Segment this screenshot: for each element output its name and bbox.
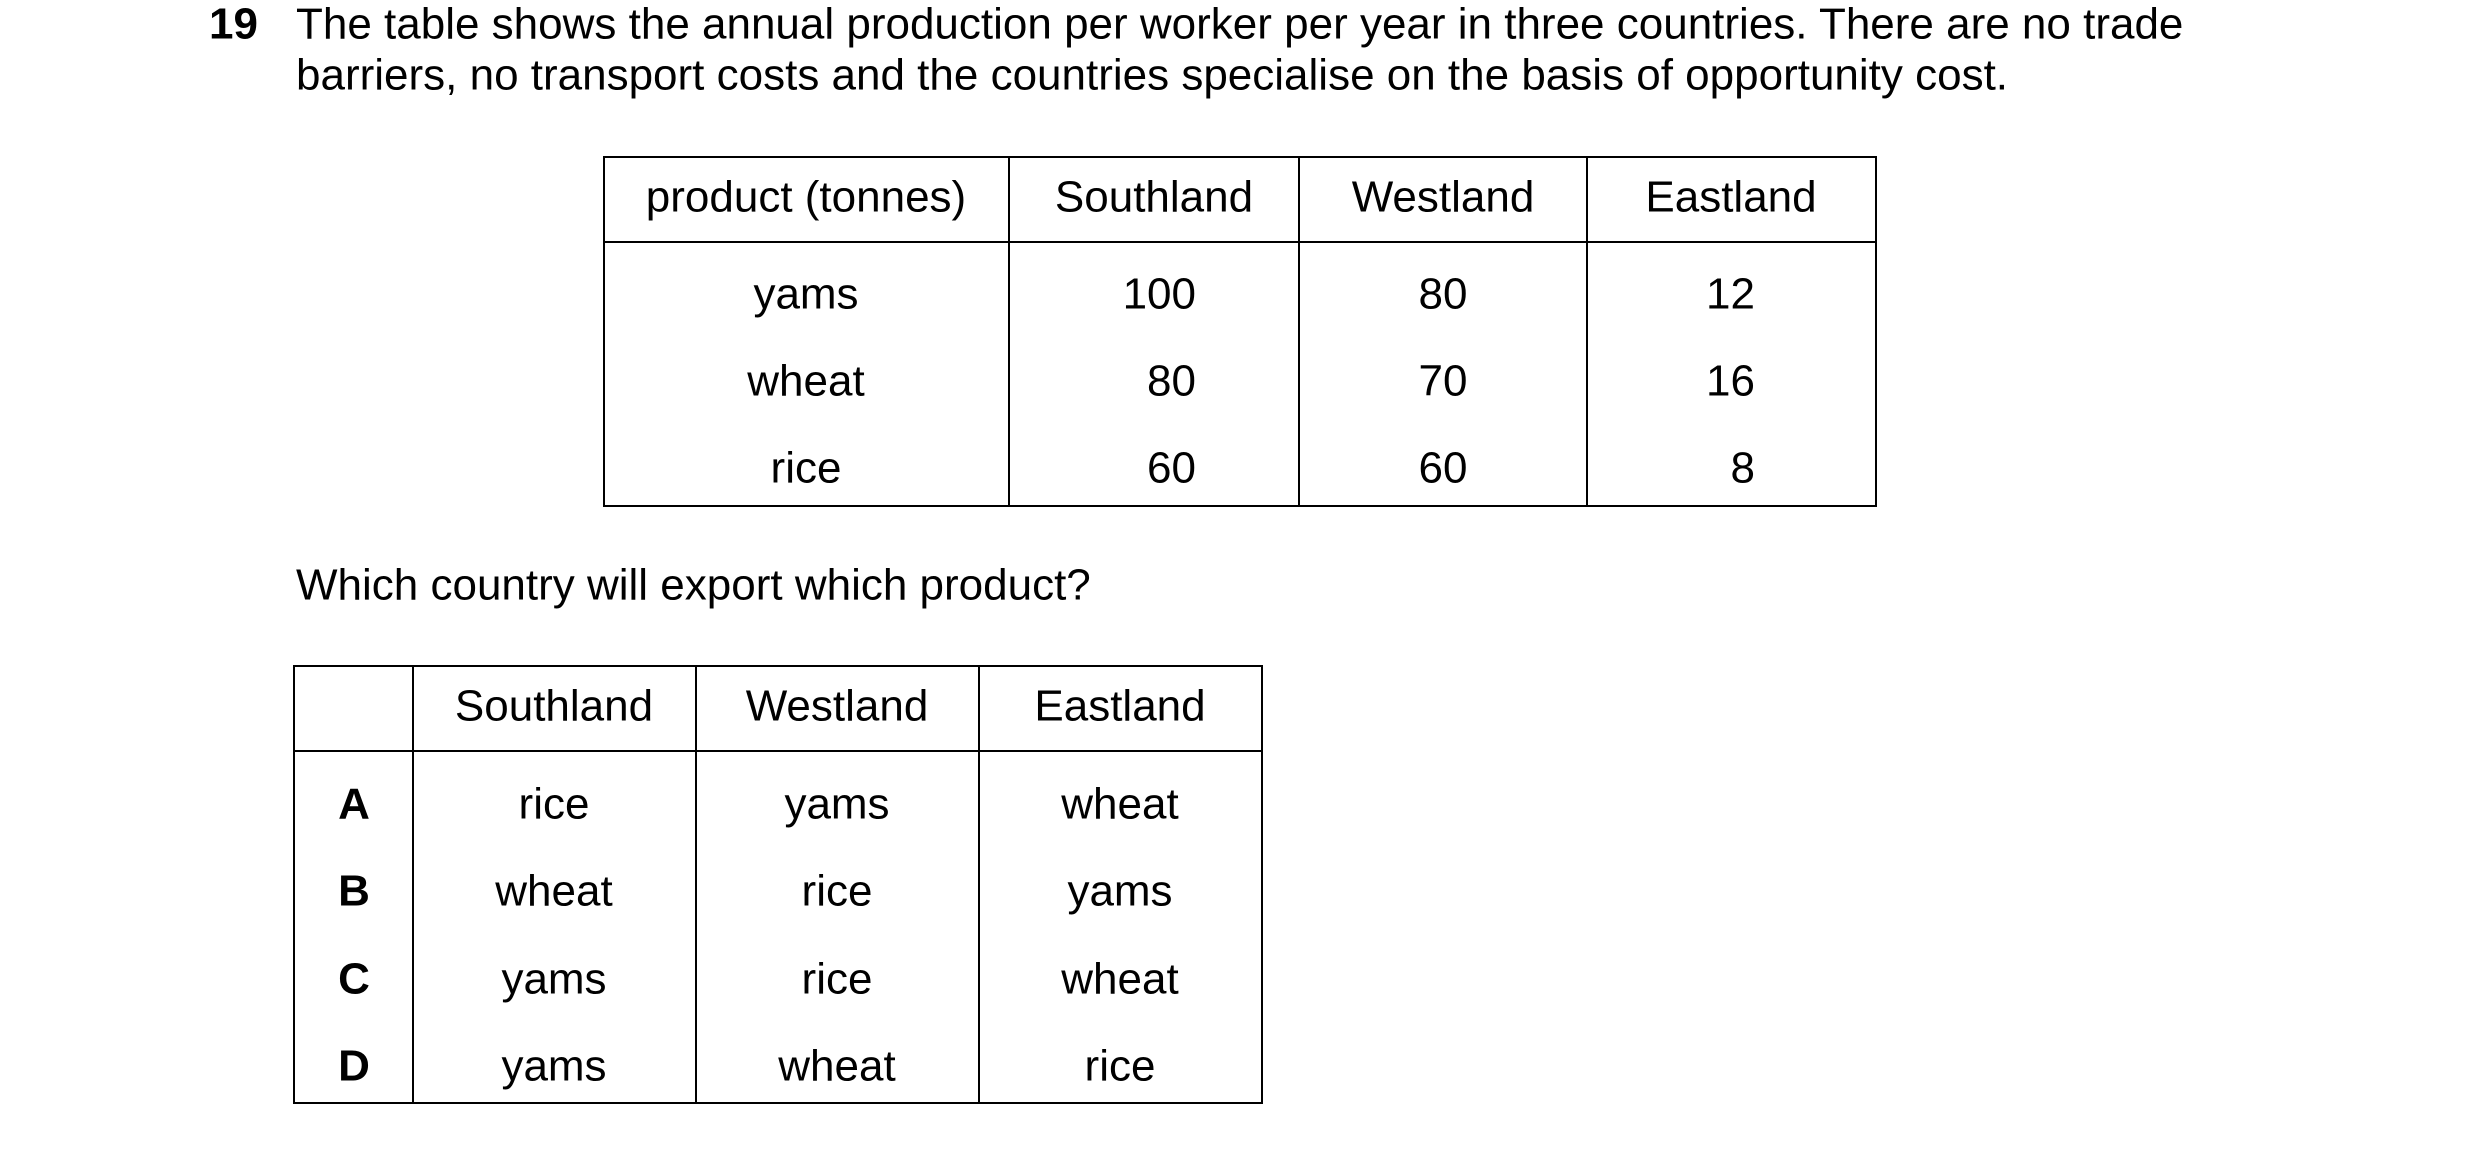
option-cell: wheat xyxy=(1060,780,1178,829)
option-cell: rice xyxy=(802,955,873,1004)
table-header: Westland xyxy=(1352,173,1535,222)
option-key: A xyxy=(338,780,370,829)
option-key: D xyxy=(338,1042,370,1091)
option-cell: yams xyxy=(784,780,889,829)
option-cell: rice xyxy=(802,867,873,916)
option-cell: yams xyxy=(501,1042,606,1091)
option-cell: rice xyxy=(1085,1042,1156,1091)
production-value: 80 xyxy=(1147,357,1196,406)
option-cell: yams xyxy=(501,955,606,1004)
table-header: Southland xyxy=(1055,173,1253,222)
question-number: 19 xyxy=(209,0,258,49)
option-cell: wheat xyxy=(494,867,612,916)
question-prompt: Which country will export which product? xyxy=(296,561,1091,610)
question-stem: The table shows the annual production pe… xyxy=(296,0,2183,49)
table-header: Eastland xyxy=(1034,682,1205,731)
product-name: yams xyxy=(753,270,858,319)
option-cell: yams xyxy=(1067,867,1172,916)
production-value: 16 xyxy=(1706,357,1755,406)
question-stem: barriers, no transport costs and the cou… xyxy=(296,51,2008,100)
product-name: wheat xyxy=(746,357,864,406)
production-value: 80 xyxy=(1419,270,1468,319)
option-cell: wheat xyxy=(1060,955,1178,1004)
production-value: 100 xyxy=(1123,270,1196,319)
production-value: 12 xyxy=(1706,270,1755,319)
table-header: Westland xyxy=(746,682,929,731)
option-cell: wheat xyxy=(777,1042,895,1091)
table-header: Southland xyxy=(455,682,653,731)
table-border xyxy=(603,156,1877,507)
option-cell: rice xyxy=(519,780,590,829)
production-value: 60 xyxy=(1419,444,1468,493)
table-header: Eastland xyxy=(1645,173,1816,222)
option-key: B xyxy=(338,867,370,916)
production-value: 60 xyxy=(1147,444,1196,493)
table-border xyxy=(293,665,1263,1104)
production-value: 8 xyxy=(1731,444,1755,493)
production-table xyxy=(603,156,1877,507)
options-table xyxy=(293,665,1263,1104)
product-name: rice xyxy=(771,444,842,493)
production-value: 70 xyxy=(1419,357,1468,406)
table-header: product (tonnes) xyxy=(646,173,966,222)
option-key: C xyxy=(338,955,370,1004)
